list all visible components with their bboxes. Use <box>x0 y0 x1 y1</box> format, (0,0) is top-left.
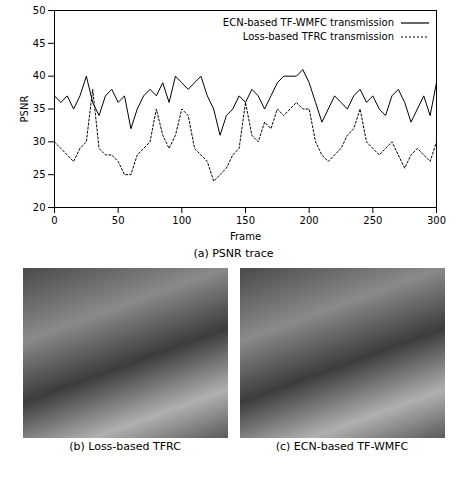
html-text:(a) PSNR trace: (a) PSNR trace <box>193 247 274 260</box>
html-text:(c) ECN-based TF-WMFC: (c) ECN-based TF-WMFC <box>275 440 409 453</box>
svg-text:40: 40 <box>33 70 46 81</box>
svg-text:25: 25 <box>33 169 46 180</box>
svg-text:30: 30 <box>33 136 46 147</box>
html-text:ECN-based TF-WMFC transmission: ECN-based TF-WMFC transmission <box>222 17 394 28</box>
html-text:Loss-based TFRC transmission: Loss-based TFRC transmission <box>242 31 394 42</box>
svg-text:Frame: Frame <box>230 231 261 242</box>
svg-text:20: 20 <box>33 202 46 213</box>
svg-text:100: 100 <box>172 215 191 226</box>
svg-text:50: 50 <box>112 215 125 226</box>
svg-text:45: 45 <box>33 38 46 49</box>
html-text:(b) Loss-based TFRC: (b) Loss-based TFRC <box>69 440 181 453</box>
svg-text:200: 200 <box>300 215 319 226</box>
svg-text:300: 300 <box>427 215 446 226</box>
svg-text:150: 150 <box>236 215 255 226</box>
svg-text:0: 0 <box>51 215 57 226</box>
svg-text:35: 35 <box>33 103 46 114</box>
svg-text:50: 50 <box>33 5 46 16</box>
svg-text:250: 250 <box>363 215 382 226</box>
svg-text:PSNR: PSNR <box>19 96 30 123</box>
